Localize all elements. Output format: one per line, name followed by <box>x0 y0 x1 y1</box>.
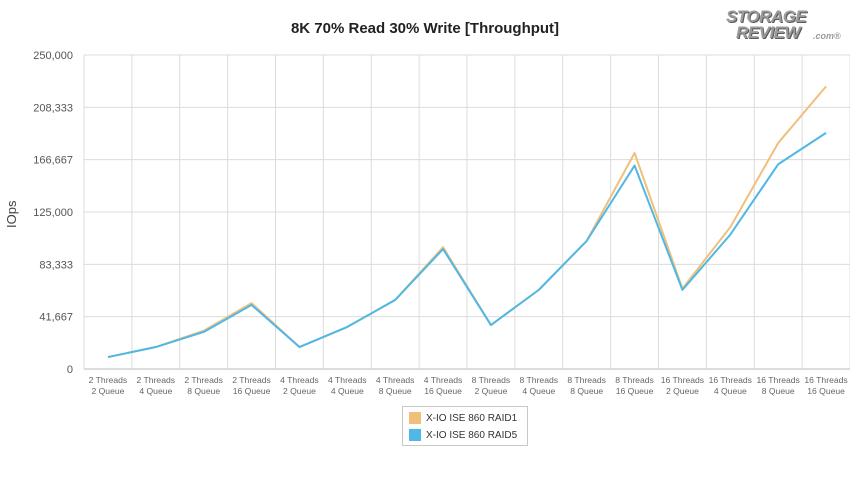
legend: X-IO ISE 860 RAID1 X-IO ISE 860 RAID5 <box>402 406 528 446</box>
x-tick-label: 4 Threads 2 Queue <box>280 375 319 396</box>
series-lines <box>107 85 827 359</box>
legend-swatch-raid5 <box>409 429 421 441</box>
y-tick-label: 250,000 <box>33 50 73 62</box>
x-tick-label: 4 Threads 16 Queue <box>424 375 463 396</box>
x-tick-label: 16 Threads 4 Queue <box>709 375 752 396</box>
y-tick-label: 166,667 <box>33 155 73 167</box>
storagereview-logo: STORAGE REVIEW .com® <box>722 7 841 47</box>
legend-label-raid5: X-IO ISE 860 RAID5 <box>426 429 518 441</box>
x-tick-label: 2 Threads 4 Queue <box>137 375 176 396</box>
y-tick-label: 41,667 <box>39 312 73 324</box>
legend-item-raid1: X-IO ISE 860 RAID1 <box>409 411 517 425</box>
x-tick-labels: 2 Threads 2 Queue 2 Threads 4 Queue 2 Thread… <box>89 375 848 396</box>
x-tick-label: 8 Threads 2 Queue <box>472 375 511 396</box>
x-tick-label: 2 Threads 16 Queue <box>232 375 271 396</box>
chart-title: 8K 70% Read 30% Write [Throughput] <box>290 20 560 37</box>
logo-line-2: REVIEW <box>736 23 801 42</box>
x-tick-label: 2 Threads 2 Queue <box>89 375 128 396</box>
x-tick-label: 8 Threads 4 Queue <box>520 375 559 396</box>
x-tick-label: 4 Threads 8 Queue <box>376 375 415 396</box>
y-tick-labels: 0 41,667 83,333 125,000 166,667 208,333 250,00… <box>33 50 73 376</box>
y-tick-label: 125,000 <box>33 207 73 219</box>
legend-label-raid1: X-IO ISE 860 RAID1 <box>426 412 518 424</box>
x-tick-label: 2 Threads 8 Queue <box>184 375 223 396</box>
y-tick-label: 83,333 <box>39 259 73 271</box>
logo-suffix: .com® <box>813 31 841 41</box>
legend-swatch-raid1 <box>409 412 421 424</box>
legend-item-raid5: X-IO ISE 860 RAID5 <box>409 428 517 442</box>
x-tick-label: 4 Threads 4 Queue <box>328 375 367 396</box>
x-tick-label: 16 Threads 2 Queue <box>661 375 704 396</box>
x-tick-label: 16 Threads 16 Queue <box>804 375 847 396</box>
grid-lines <box>83 54 850 370</box>
y-tick-label: 208,333 <box>33 102 73 114</box>
y-tick-label: 0 <box>67 364 73 376</box>
x-tick-label: 8 Threads 16 Queue <box>615 375 654 396</box>
x-tick-label: 8 Threads 8 Queue <box>567 375 606 396</box>
series-line-raid5 <box>107 132 827 359</box>
x-tick-label: 16 Threads 8 Queue <box>757 375 800 396</box>
logo-line-1: STORAGE <box>726 7 807 26</box>
